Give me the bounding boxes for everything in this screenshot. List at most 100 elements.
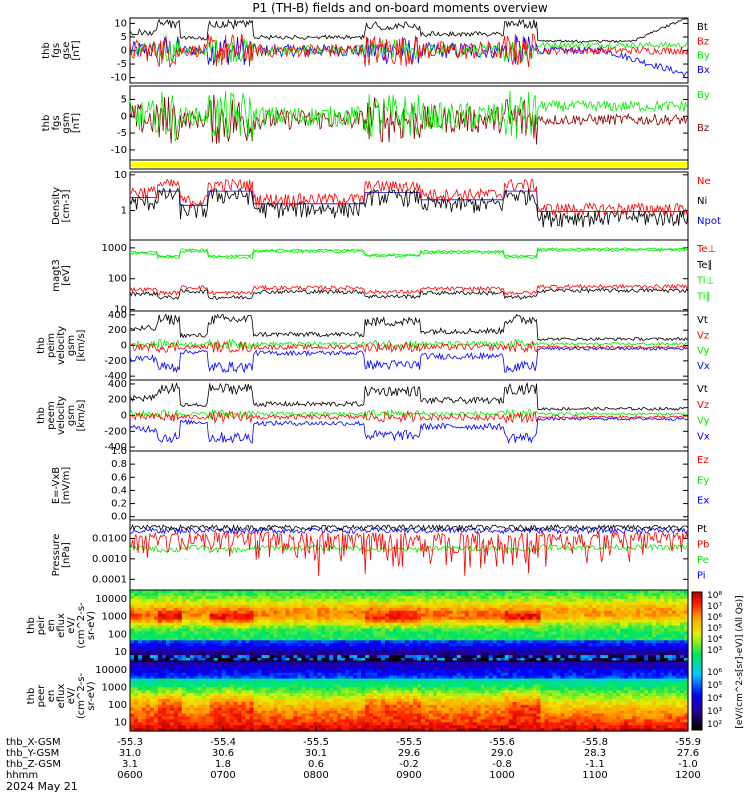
- heatmap-cell: [317, 707, 322, 712]
- heatmap-cell: [424, 631, 430, 635]
- heatmap-cell: [413, 655, 418, 659]
- heatmap-cell: [149, 684, 155, 688]
- heatmap-cell: [185, 672, 191, 677]
- heatmap-cell: [265, 707, 271, 712]
- heatmap-cell: [329, 663, 334, 668]
- heatmap-cell: [157, 646, 163, 650]
- heatmap-cell: [193, 593, 199, 597]
- heatmap-cell: [189, 613, 195, 618]
- heatmap-cell: [134, 698, 139, 703]
- heatmap-cell: [309, 693, 314, 697]
- heatmap-cell: [440, 613, 446, 618]
- heatmap-cell: [233, 655, 239, 659]
- heatmap-cell: [432, 610, 438, 615]
- heatmap-cell: [576, 593, 581, 597]
- heatmap-cell: [185, 631, 191, 635]
- heatmap-cell: [500, 607, 506, 612]
- heatmap-cell: [193, 719, 199, 723]
- heatmap-cell: [249, 652, 255, 656]
- heatmap-cell: [138, 722, 143, 726]
- heatmap-cell: [245, 710, 251, 715]
- heatmap-cell: [217, 616, 223, 621]
- heatmap-cell: [480, 610, 486, 615]
- heatmap-cell: [142, 722, 147, 726]
- heatmap-cell: [134, 693, 139, 697]
- heatmap-cell: [628, 643, 633, 647]
- heatmap-cell: [428, 601, 434, 606]
- heatmap-cell: [389, 655, 394, 659]
- heatmap-cell: [277, 643, 283, 647]
- heatmap-cell: [385, 658, 390, 662]
- heatmap-cell: [584, 619, 589, 624]
- heatmap-cell: [325, 725, 330, 729]
- heatmap-cell: [293, 704, 298, 709]
- heatmap-cell: [237, 652, 243, 656]
- heatmap-cell: [524, 622, 530, 627]
- heatmap-cell: [257, 687, 263, 691]
- ytick-label: -200: [104, 356, 127, 367]
- heatmap-cell: [138, 593, 143, 597]
- heatmap-cell: [596, 598, 601, 603]
- heatmap-cell: [165, 669, 171, 674]
- heatmap-cell: [265, 604, 271, 609]
- heatmap-cell: [305, 655, 310, 659]
- heatmap-cell: [157, 613, 163, 618]
- heatmap-cell: [281, 652, 287, 656]
- heatmap-cell: [241, 678, 247, 682]
- heatmap-cell: [680, 649, 685, 653]
- heatmap-cell: [237, 607, 243, 612]
- heatmap-cell: [213, 696, 219, 700]
- heatmap-cell: [309, 719, 314, 723]
- heatmap-cell: [584, 652, 589, 656]
- heatmap-cell: [596, 655, 601, 659]
- heatmap-cell: [169, 672, 175, 677]
- heatmap-cell: [456, 622, 462, 627]
- heatmap-cell: [317, 693, 322, 697]
- heatmap-cell: [305, 619, 310, 624]
- heatmap-cell: [289, 595, 294, 600]
- heatmap-cell: [596, 593, 601, 597]
- heatmap-cell: [409, 601, 414, 606]
- heatmap-cell: [676, 634, 681, 638]
- heatmap-cell: [149, 640, 155, 644]
- legend-efield: Ey: [697, 475, 709, 486]
- heatmap-cell: [664, 622, 669, 627]
- heatmap-cell: [149, 719, 155, 723]
- heatmap-cell: [301, 701, 306, 706]
- heatmap-cell: [237, 669, 243, 674]
- series-line-peem_velocity-Vt: [129, 381, 689, 411]
- heatmap-cell: [672, 593, 677, 597]
- heatmap-cell: [405, 625, 410, 630]
- heatmap-cell: [432, 649, 438, 653]
- heatmap-cell: [568, 613, 573, 618]
- heatmap-cell: [560, 655, 566, 659]
- heatmap-cell: [233, 604, 239, 609]
- heatmap-cell: [349, 663, 354, 668]
- heatmap-cell: [265, 631, 271, 635]
- heatmap-cell: [353, 610, 358, 615]
- heatmap-cell: [181, 725, 187, 729]
- heatmap-cell: [197, 637, 203, 641]
- heatmap-cell: [632, 637, 637, 641]
- heatmap-cell: [261, 619, 267, 624]
- heatmap-cell: [540, 625, 546, 630]
- heatmap-cell: [193, 684, 199, 688]
- heatmap-cell: [428, 613, 434, 618]
- heatmap-cell: [229, 675, 235, 680]
- heatmap-cell: [385, 601, 390, 606]
- heatmap-cell: [361, 693, 366, 697]
- heatmap-cell: [213, 704, 219, 709]
- heatmap-cell: [149, 607, 155, 612]
- heatmap-cell: [572, 622, 577, 627]
- heatmap-cell: [241, 634, 247, 638]
- heatmap-cell: [680, 595, 685, 600]
- heatmap-cell: [436, 616, 442, 621]
- heatmap-cell: [225, 637, 231, 641]
- heatmap-cell: [161, 613, 167, 618]
- heatmap-cell: [253, 696, 259, 700]
- heatmap-cell: [668, 625, 673, 630]
- heatmap-cell: [393, 658, 398, 662]
- heatmap-cell: [436, 610, 442, 615]
- heatmap-cell: [193, 728, 199, 732]
- heatmap-cell: [556, 628, 562, 633]
